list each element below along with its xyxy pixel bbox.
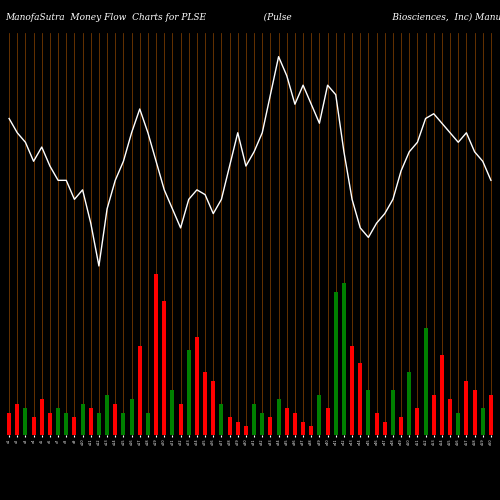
Bar (228, 417, 232, 435)
Bar (211, 382, 216, 435)
Bar (284, 408, 289, 435)
Bar (88, 408, 93, 435)
Bar (146, 412, 150, 435)
Bar (15, 404, 20, 435)
Bar (293, 412, 297, 435)
Bar (122, 412, 126, 435)
Bar (113, 404, 117, 435)
Bar (40, 399, 44, 435)
Bar (186, 350, 191, 435)
Bar (391, 390, 395, 435)
Bar (276, 399, 280, 435)
Bar (80, 404, 84, 435)
Bar (416, 408, 420, 435)
Bar (472, 390, 476, 435)
Bar (432, 395, 436, 435)
Bar (440, 354, 444, 435)
Bar (334, 292, 338, 435)
Bar (244, 426, 248, 435)
Bar (326, 408, 330, 435)
Bar (456, 412, 460, 435)
Bar (154, 274, 158, 435)
Bar (138, 346, 142, 435)
Bar (358, 364, 362, 435)
Bar (130, 399, 134, 435)
Bar (56, 408, 60, 435)
Bar (480, 408, 485, 435)
Bar (64, 412, 68, 435)
Bar (399, 417, 403, 435)
Bar (24, 408, 28, 435)
Bar (105, 395, 109, 435)
Bar (366, 390, 370, 435)
Bar (489, 395, 493, 435)
Text: ManofaSutra  Money Flow  Charts for PLSE                    (Pulse              : ManofaSutra Money Flow Charts for PLSE (… (5, 12, 500, 22)
Bar (72, 417, 76, 435)
Bar (195, 336, 199, 435)
Bar (32, 417, 36, 435)
Bar (424, 328, 428, 435)
Bar (48, 412, 52, 435)
Bar (170, 390, 174, 435)
Bar (260, 412, 264, 435)
Bar (162, 301, 166, 435)
Bar (97, 412, 101, 435)
Bar (178, 404, 182, 435)
Bar (407, 372, 412, 435)
Bar (350, 346, 354, 435)
Bar (220, 404, 224, 435)
Bar (318, 395, 322, 435)
Bar (309, 426, 314, 435)
Bar (268, 417, 272, 435)
Bar (301, 422, 305, 435)
Bar (252, 404, 256, 435)
Bar (382, 422, 387, 435)
Bar (342, 283, 346, 435)
Bar (464, 382, 468, 435)
Bar (203, 372, 207, 435)
Bar (374, 412, 378, 435)
Bar (7, 412, 11, 435)
Bar (448, 399, 452, 435)
Bar (236, 422, 240, 435)
